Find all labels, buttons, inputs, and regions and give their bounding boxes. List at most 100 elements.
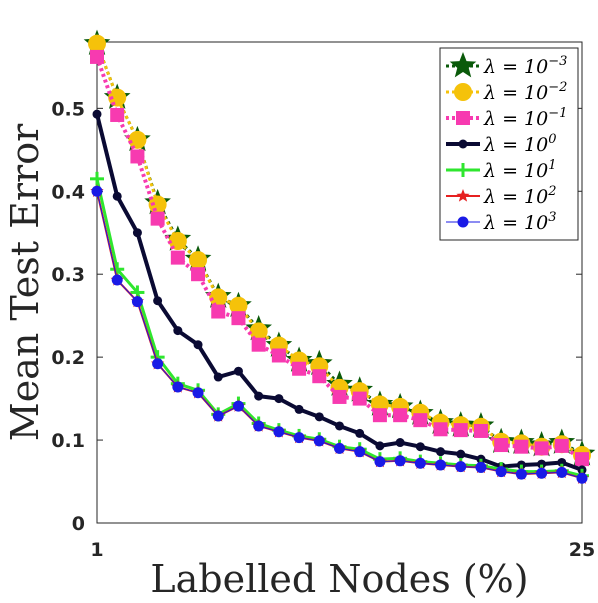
data-point [92,109,102,119]
data-point [335,421,344,431]
data-point [435,459,447,471]
data-point [132,228,142,238]
data-point [253,420,265,432]
series-group [83,29,596,484]
data-point [334,442,345,454]
data-point [453,423,468,438]
data-point [110,107,125,122]
data-point [354,446,366,458]
data-point [352,391,367,406]
data-point [393,408,408,423]
data-point [91,185,103,197]
data-point [172,381,184,393]
data-point [191,267,206,282]
data-point [557,457,567,467]
x-tick-label: 1 [90,539,103,561]
legend-marker [456,111,470,125]
x-tick-label: 25 [569,539,595,561]
data-point [212,410,224,422]
data-point [88,34,106,53]
data-point [372,408,387,423]
legend-item: λ = 103 [446,210,557,234]
data-point [575,452,589,467]
legend-item: λ = 101 [446,158,557,182]
data-point [413,413,428,428]
data-point [576,472,588,484]
data-point [314,412,324,422]
legend-item: λ = 100 [446,132,557,156]
data-point [394,455,406,467]
data-point [292,361,307,376]
legend-label: λ = 101 [483,158,557,182]
y-tick-label: 0.3 [51,264,85,286]
data-point [90,171,104,186]
y-tick-label: 0.5 [51,98,85,120]
y-tick-label: 0.4 [51,181,85,203]
data-point [173,326,183,336]
data-point [211,304,226,319]
data-point [355,428,365,438]
legend-label: λ = 103 [483,210,557,234]
data-point [130,149,145,164]
data-point [332,389,347,404]
data-point [494,438,509,453]
data-point [536,467,548,479]
legend-marker [458,139,468,149]
data-point [229,296,248,315]
data-point [150,211,165,226]
data-point [395,438,405,448]
data-point [455,461,467,473]
data-point [556,466,568,478]
data-point [313,435,325,447]
data-point [554,438,569,453]
data-point [271,348,286,363]
y-axis: 0 0.1 0.2 0.3 0.4 0.5 [51,98,582,535]
data-point [473,423,488,438]
data-point [294,404,304,414]
data-point [152,358,164,370]
data-point [537,459,547,469]
data-point [209,288,228,307]
legend-item: λ = 102 [446,184,557,208]
data-point [375,441,385,451]
data-point [233,366,243,376]
data-point [374,456,386,468]
data-point [193,340,203,350]
y-tick-label: 0 [72,513,85,535]
data-point [108,88,127,107]
y-tick-label: 0.2 [51,347,85,369]
data-point [170,250,185,265]
legend-label: λ = 100 [483,132,557,156]
data-point [189,251,208,270]
data-point [475,461,487,473]
y-axis-title: Mean Test Error [3,123,47,441]
data-point [153,296,163,306]
data-point [90,49,104,64]
data-point [534,441,549,456]
data-point [273,426,285,438]
data-point [274,394,284,404]
legend-label: λ = 102 [483,184,557,208]
legend-marker [457,216,469,228]
data-point [293,432,305,444]
data-point [251,337,266,352]
data-point [213,372,223,382]
x-axis-title: Labelled Nodes (%) [150,557,528,601]
legend-marker [449,52,477,78]
legend-item: λ = 10−2 [446,80,567,104]
legend-marker [456,163,470,177]
legend-marker [454,83,472,101]
data-point [312,369,327,384]
data-point [192,387,204,399]
data-point [414,457,426,469]
data-point [111,274,123,286]
data-point [433,422,448,437]
y-tick-label: 0.1 [51,430,85,452]
data-point [128,130,147,149]
data-point [456,449,466,459]
data-point [232,400,244,412]
data-point [436,447,446,457]
data-point [514,439,529,454]
